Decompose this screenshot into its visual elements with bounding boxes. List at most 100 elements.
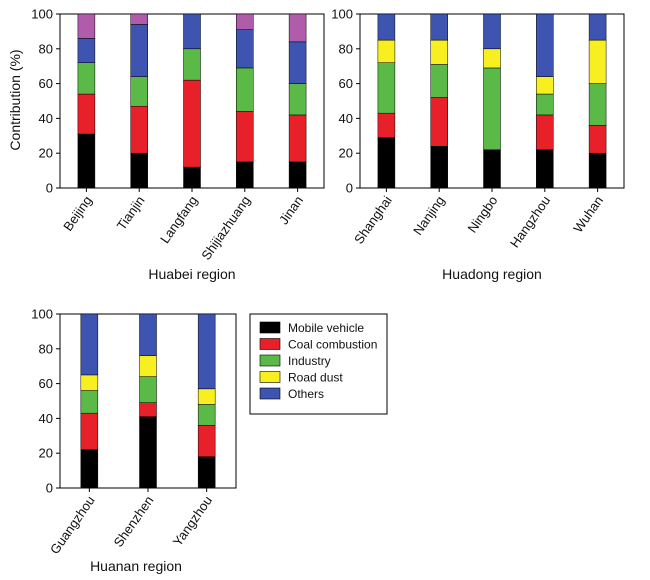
bar-segment-guangzhou-0 (80, 449, 99, 489)
legend: Mobile vehicle Coal combustion Industry Roa… (249, 313, 388, 415)
x-tick-label: Langfang (157, 193, 200, 246)
bar-segment-shijiazhuang-5 (236, 13, 254, 30)
bar-segment-hangzhou-1 (536, 114, 554, 150)
legend-swatch-others (259, 387, 281, 400)
bar-segment-langfang-4 (183, 13, 201, 50)
bar-segment-wuhan-2 (588, 83, 607, 126)
legend-swatch-dust (259, 371, 281, 383)
x-tick-label: Shanghai (351, 193, 395, 247)
y-tick-label: 0 (46, 181, 53, 196)
chart-huanan: 0 20 40 60 80 100 Guangzhou Shenzhen Yangzhou Hua… (31, 307, 237, 574)
legend-label-coal: Coal combustion (288, 338, 377, 352)
bar-segment-shenzhen-4 (139, 313, 157, 357)
bar-segment-jinan-4 (288, 41, 307, 84)
chart-huadong: 0 20 40 60 80 100 Shanghai Nanjing Ningbo Hangzho… (331, 7, 625, 282)
bar-segment-hangzhou-4 (536, 13, 554, 77)
bar-segment-shanghai-4 (377, 13, 396, 41)
bar-segment-beijing-0 (77, 133, 96, 189)
bar-segment-shenzhen-0 (139, 416, 157, 489)
x-tick-label: Hangzhou (507, 193, 553, 250)
bar-segment-shanghai-2 (377, 62, 396, 114)
y-tick-label: 100 (331, 7, 353, 22)
bar-segment-nanjing-4 (430, 13, 448, 41)
bar-segment-guangzhou-4 (80, 313, 99, 376)
bar-segment-shijiazhuang-2 (236, 67, 254, 112)
legend-swatch-coal (259, 338, 281, 350)
bar-segment-yangzhou-0 (197, 456, 216, 489)
x-tick-label: Beijing (60, 193, 95, 234)
x-tick-label: Tianjin (114, 193, 148, 233)
bar-segment-wuhan-4 (588, 13, 607, 41)
x-tick-label: Yangzhou (170, 493, 215, 549)
bar-segment-yangzhou-4 (197, 313, 216, 390)
bar-segment-guangzhou-1 (80, 412, 99, 450)
legend-label-mobile: Mobile vehicle (288, 321, 364, 335)
bar-segment-shanghai-3 (377, 39, 396, 63)
bar-segment-nanjing-0 (430, 145, 448, 189)
bar-segment-hangzhou-0 (536, 149, 554, 189)
bar-segment-yangzhou-2 (197, 404, 216, 426)
x-tick-label: Shenzhen (111, 493, 157, 550)
bar-segment-ningbo-3 (483, 48, 501, 69)
bar-segment-langfang-2 (183, 48, 201, 81)
y-tick-label: 60 (39, 376, 53, 391)
bar-segment-tianjin-5 (130, 13, 148, 25)
bar-segment-tianjin-0 (130, 152, 148, 189)
bar-segment-beijing-4 (77, 38, 96, 63)
bar-segment-wuhan-1 (588, 125, 607, 154)
bar-segment-ningbo-0 (483, 149, 501, 189)
y-tick-label: 0 (46, 481, 53, 496)
chart-huabei: 0 20 40 60 80 100 Beijing Tianjin LangfangShijia… (31, 7, 325, 282)
bar-segment-tianjin-4 (130, 24, 148, 77)
bar-segment-hangzhou-3 (536, 76, 554, 95)
y-tick-label: 0 (346, 181, 353, 196)
legend-label-industry: Industry (288, 354, 331, 368)
y-tick-label: 40 (39, 111, 53, 126)
y-tick-label: 20 (339, 146, 353, 161)
x-tick-label: Shijiazhuang (198, 193, 253, 263)
y-tick-label: 80 (39, 41, 53, 56)
x-tick-label: Nanjing (410, 193, 448, 238)
legend-label-others: Others (288, 387, 324, 401)
bar-segment-shijiazhuang-0 (236, 161, 254, 189)
y-tick-label: 40 (339, 111, 353, 126)
bar-segment-shanghai-1 (377, 112, 396, 138)
bar-segment-nanjing-3 (430, 39, 448, 65)
bar-segment-tianjin-1 (130, 105, 148, 154)
bar-segment-shenzhen-2 (139, 376, 157, 403)
bar-segment-ningbo-2 (483, 67, 501, 150)
y-tick-label: 20 (39, 146, 53, 161)
bar-segment-yangzhou-1 (197, 425, 216, 457)
bar-segment-langfang-0 (183, 166, 201, 189)
x-axis-label: Huanan region (90, 558, 182, 574)
bar-segment-shenzhen-3 (139, 355, 157, 377)
x-axis-label: Huadong region (442, 266, 542, 282)
bar-segment-wuhan-0 (588, 152, 607, 189)
bar-segment-jinan-1 (288, 114, 307, 163)
bar-segment-wuhan-3 (588, 39, 607, 84)
bar-segment-langfang-1 (183, 79, 201, 168)
bar-segment-tianjin-2 (130, 76, 148, 107)
bar-segment-beijing-2 (77, 62, 96, 95)
bar-segment-guangzhou-3 (80, 374, 99, 391)
bar-segment-shenzhen-1 (139, 402, 157, 417)
legend-frame (249, 313, 388, 415)
bar-segment-beijing-1 (77, 93, 96, 135)
bar-segment-guangzhou-2 (80, 390, 99, 414)
y-tick-label: 100 (31, 307, 53, 322)
x-axis-label: Huabei region (148, 266, 235, 282)
bar-segment-yangzhou-3 (197, 388, 216, 405)
legend-swatch-mobile (259, 321, 281, 334)
bar-segment-nanjing-1 (430, 97, 448, 147)
bar-segment-shijiazhuang-4 (236, 29, 254, 69)
legend-label-dust: Road dust (288, 371, 343, 385)
y-tick-label: 100 (31, 7, 53, 22)
bar-segment-jinan-5 (288, 13, 307, 43)
bar-segment-beijing-5 (77, 13, 96, 39)
x-tick-label: Guangzhou (47, 493, 98, 557)
bar-segment-ningbo-4 (483, 13, 501, 50)
bar-segment-nanjing-2 (430, 64, 448, 98)
y-tick-label: 20 (39, 446, 53, 461)
y-tick-label: 60 (39, 76, 53, 91)
